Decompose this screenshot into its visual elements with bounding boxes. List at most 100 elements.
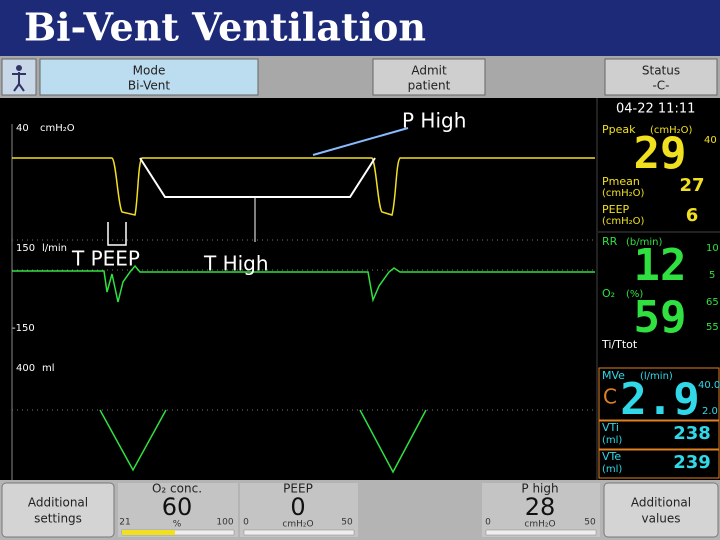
flow-wave bbox=[12, 264, 595, 303]
param-box bbox=[598, 449, 720, 479]
slider-fill bbox=[122, 530, 175, 535]
param-limit: 5 bbox=[709, 270, 715, 281]
additional-values-button[interactable] bbox=[603, 482, 719, 538]
param-limit: 10 bbox=[706, 243, 719, 254]
param-value: 12 bbox=[634, 240, 687, 291]
param-unit: (%) bbox=[626, 289, 643, 300]
waveforms: 40 cmH₂O 150 l/min -150 400 ml bbox=[11, 123, 595, 480]
param-box bbox=[598, 367, 720, 421]
axis-max: 40 bbox=[16, 123, 29, 134]
annotation: P High bbox=[402, 109, 466, 133]
annotations: P High T PEEP T High bbox=[71, 109, 466, 276]
param-limit: 40.0 bbox=[698, 380, 720, 391]
status-value: -C- bbox=[652, 79, 669, 93]
arrow bbox=[312, 127, 409, 156]
datetime: 04-22 11:11 bbox=[616, 102, 695, 117]
axis-unit: l/min bbox=[42, 243, 67, 254]
param-value: 59 bbox=[634, 292, 687, 343]
param-label: VTe bbox=[602, 450, 621, 463]
param-value: 27 bbox=[679, 175, 704, 196]
param-label: Ppeak bbox=[602, 123, 636, 136]
param-unit: (ml) bbox=[602, 435, 622, 446]
param-limit: 65 bbox=[706, 297, 719, 308]
setting-label: O₂ conc. bbox=[152, 482, 202, 496]
param-value: 29 bbox=[634, 128, 687, 179]
axis-min: -150 bbox=[12, 323, 35, 334]
setting-unit: % bbox=[173, 520, 182, 530]
additional-settings-button[interactable] bbox=[1, 482, 115, 538]
peep-setting[interactable]: PEEP 0 0 cmH₂O 50 bbox=[240, 482, 358, 538]
slider-track bbox=[485, 529, 597, 536]
mode-button[interactable] bbox=[39, 58, 259, 96]
param-value: 2.9 bbox=[620, 374, 699, 425]
axis-max: 400 bbox=[16, 363, 35, 374]
admit-label: patient bbox=[408, 79, 451, 93]
param-label: RR bbox=[602, 235, 618, 248]
button-label: values bbox=[641, 512, 680, 526]
monitor-panel: 04-22 11:11 Ppeak (cmH₂O) 40 29 Pmean (c… bbox=[596, 98, 720, 480]
setting-max: 50 bbox=[584, 518, 596, 528]
param-unit: (l/min) bbox=[640, 371, 673, 382]
button-label: Additional bbox=[28, 496, 88, 510]
setting-max: 100 bbox=[216, 518, 233, 528]
mode-label: Mode bbox=[133, 64, 166, 78]
param-value: 6 bbox=[686, 205, 699, 226]
button-label: Additional bbox=[631, 496, 691, 510]
admit-button[interactable] bbox=[372, 58, 486, 96]
setting-unit: cmH₂O bbox=[524, 520, 555, 530]
mode-value: Bi-Vent bbox=[128, 79, 170, 93]
setting-knob[interactable] bbox=[482, 483, 600, 537]
axis-max: 150 bbox=[16, 243, 35, 254]
admit-label: Admit bbox=[411, 64, 447, 78]
patient-icon bbox=[16, 65, 22, 71]
setting-unit: cmH₂O bbox=[282, 520, 313, 530]
annotation: T PEEP bbox=[71, 247, 140, 271]
param-unit: (cmH₂O) bbox=[602, 216, 645, 227]
param-unit: (cmH₂O) bbox=[602, 188, 645, 199]
status-button[interactable] bbox=[604, 58, 718, 96]
status-label: Status bbox=[642, 64, 680, 78]
setting-min: 0 bbox=[243, 518, 249, 528]
param-limit: 2.0 bbox=[702, 406, 718, 417]
setting-knob[interactable] bbox=[240, 483, 358, 537]
title: Bi-Vent Ventilation bbox=[24, 5, 426, 50]
p-high-setting[interactable]: P high 28 0 cmH₂O 50 bbox=[482, 482, 600, 538]
param-box bbox=[598, 420, 720, 450]
setting-value: 28 bbox=[525, 493, 556, 521]
setting-min: 0 bbox=[485, 518, 491, 528]
param-unit: (cmH₂O) bbox=[650, 125, 693, 136]
setting-value: 60 bbox=[162, 493, 193, 521]
volume-wave bbox=[99, 409, 427, 474]
param-unit: (ml) bbox=[602, 464, 622, 475]
button-label: settings bbox=[34, 512, 82, 526]
setting-value: 0 bbox=[290, 493, 305, 521]
param-label: O₂ bbox=[602, 287, 615, 300]
o2-setting[interactable]: O₂ conc. 60 21 % 100 bbox=[118, 482, 238, 538]
setting-min: 21 bbox=[119, 518, 130, 528]
setting-label: PEEP bbox=[283, 482, 313, 496]
param-label: VTi bbox=[602, 421, 619, 434]
param-flag: C bbox=[603, 385, 617, 409]
param-label: Pmean bbox=[602, 175, 640, 188]
t-peep-marker bbox=[107, 222, 127, 246]
param-label: Ti/Ttot bbox=[601, 338, 638, 351]
setting-max: 50 bbox=[341, 518, 353, 528]
setting-knob[interactable] bbox=[118, 483, 238, 537]
param-label: MVe bbox=[602, 369, 625, 382]
axis-unit: ml bbox=[42, 363, 55, 374]
param-value: 238 bbox=[673, 423, 711, 444]
param-unit: (b/min) bbox=[626, 237, 662, 248]
param-limit: 55 bbox=[706, 322, 719, 333]
param-value: 239 bbox=[673, 452, 711, 473]
axis-unit: cmH₂O bbox=[40, 123, 75, 134]
title-bar bbox=[0, 0, 720, 56]
patient-icon-button[interactable] bbox=[1, 58, 37, 96]
param-label: PEEP bbox=[602, 203, 630, 216]
patient-icon bbox=[12, 72, 26, 92]
param-limit: 40 bbox=[704, 135, 717, 146]
annotation: T High bbox=[203, 252, 269, 276]
setting-label: P high bbox=[521, 482, 558, 496]
t-high-marker bbox=[139, 157, 376, 198]
